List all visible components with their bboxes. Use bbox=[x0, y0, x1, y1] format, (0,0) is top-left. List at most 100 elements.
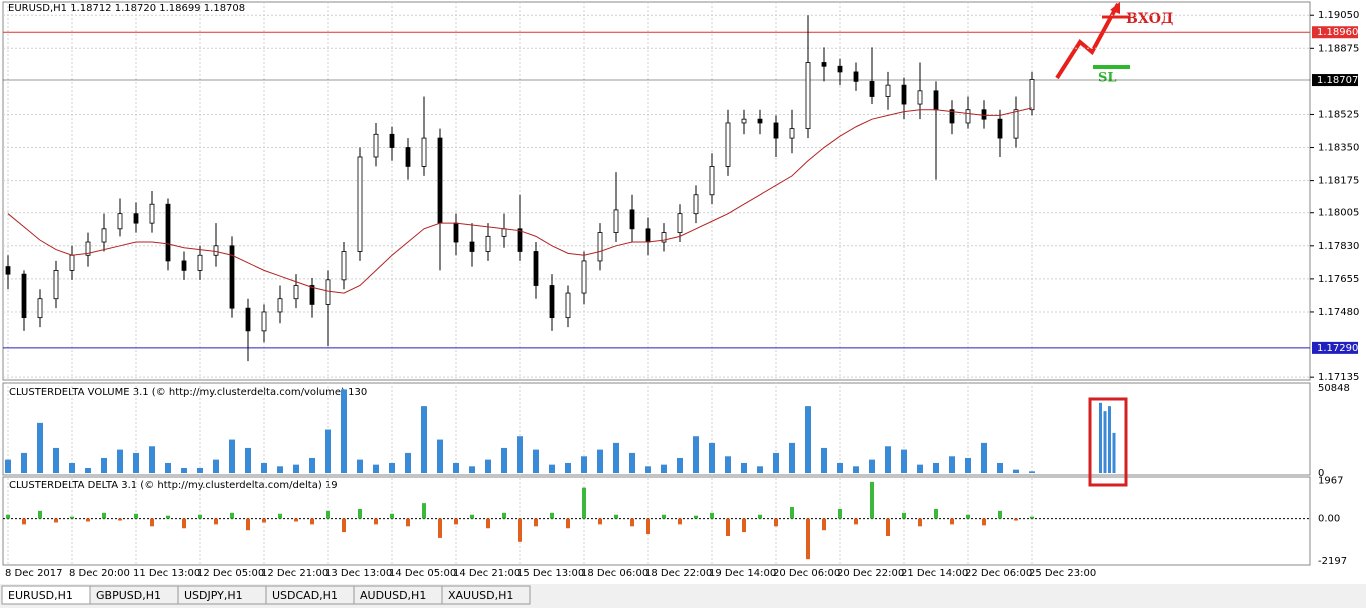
delta-bar bbox=[182, 518, 186, 529]
delta-bar bbox=[86, 518, 90, 522]
delta-bar bbox=[1014, 518, 1018, 521]
volume-bar bbox=[149, 446, 155, 473]
y-tick-label: 1.17135 bbox=[1318, 372, 1359, 383]
y-tick-label: 1.18005 bbox=[1318, 208, 1359, 219]
level-label: 1.18960 bbox=[1317, 27, 1358, 38]
candle-body bbox=[597, 232, 603, 262]
volume-bar bbox=[69, 462, 75, 473]
candle-body bbox=[21, 273, 27, 319]
volume-bar bbox=[53, 447, 59, 473]
delta-bar bbox=[838, 508, 842, 519]
y-tick-label: 1.17480 bbox=[1318, 307, 1359, 318]
volume-bar bbox=[389, 462, 395, 473]
delta-bar bbox=[854, 518, 858, 525]
delta-bar bbox=[454, 518, 458, 525]
tab-label[interactable]: GBPUSD,H1 bbox=[96, 589, 161, 602]
delta-bar bbox=[390, 513, 394, 519]
volume-bar bbox=[997, 462, 1003, 473]
candle-body bbox=[405, 147, 411, 167]
delta-bar bbox=[678, 518, 682, 525]
tab[interactable] bbox=[441, 585, 531, 605]
candle-body bbox=[325, 279, 331, 305]
candle-body bbox=[709, 166, 715, 196]
level-label-box bbox=[1312, 341, 1358, 354]
delta-bar bbox=[710, 512, 714, 519]
candle-body bbox=[53, 269, 59, 300]
volume-bar bbox=[357, 459, 363, 473]
candle-body bbox=[389, 133, 395, 148]
tab-label[interactable]: USDJPY,H1 bbox=[184, 589, 243, 602]
delta-bar bbox=[1030, 516, 1034, 519]
volume-bar bbox=[933, 462, 939, 473]
candle-body bbox=[821, 62, 827, 67]
delta-bar bbox=[134, 513, 138, 519]
candle-body bbox=[581, 260, 587, 294]
candle-body bbox=[421, 137, 427, 167]
level-label: 1.18707 bbox=[1317, 75, 1358, 86]
tab-label[interactable]: EURUSD,H1 bbox=[8, 589, 73, 602]
x-tick-label: 14 Dec 05:00 bbox=[389, 568, 456, 579]
candle-body bbox=[853, 71, 859, 82]
volume-bar bbox=[373, 464, 379, 473]
volume-bar bbox=[597, 449, 603, 473]
volume-bar-highlight bbox=[1099, 402, 1102, 473]
volume-bar bbox=[837, 462, 843, 473]
candle-body bbox=[133, 213, 139, 224]
volume-bar bbox=[677, 457, 683, 473]
y-tick-label: 0 bbox=[1318, 468, 1324, 479]
candle-body bbox=[37, 298, 43, 319]
tab-label[interactable]: AUDUSD,H1 bbox=[360, 589, 426, 602]
volume-bar bbox=[213, 459, 219, 473]
volume-bar bbox=[885, 446, 891, 473]
volume-bar bbox=[789, 442, 795, 473]
delta-bar bbox=[422, 503, 426, 519]
candle-body bbox=[245, 307, 251, 332]
volume-bar bbox=[1013, 469, 1019, 473]
volume-bar bbox=[197, 467, 203, 473]
price-panel bbox=[2, 1, 1311, 381]
volume-bar bbox=[453, 462, 459, 473]
candle-body bbox=[629, 209, 635, 230]
y-tick-label: 1967 bbox=[1318, 476, 1343, 487]
volume-bar bbox=[181, 467, 187, 473]
tab-label[interactable]: USDCAD,H1 bbox=[272, 589, 338, 602]
delta-bar bbox=[870, 481, 874, 519]
delta-bar bbox=[518, 518, 522, 542]
candle-body bbox=[997, 118, 1003, 139]
candle-body bbox=[549, 285, 555, 319]
stop-label: SL bbox=[1098, 71, 1117, 86]
delta-bar bbox=[918, 518, 922, 527]
volume-bar bbox=[725, 456, 731, 473]
candle-body bbox=[661, 232, 667, 243]
delta-bar bbox=[166, 515, 170, 519]
volume-bar bbox=[133, 452, 139, 473]
x-tick-label: 21 Dec 14:00 bbox=[901, 568, 968, 579]
volume-bar bbox=[853, 466, 859, 473]
volume-bar bbox=[1029, 471, 1035, 473]
volume-bar bbox=[469, 466, 475, 473]
tab-label[interactable]: XAUUSD,H1 bbox=[448, 589, 513, 602]
delta-bar bbox=[102, 512, 106, 519]
delta-bar bbox=[966, 514, 970, 519]
delta-panel bbox=[2, 476, 1311, 566]
volume-bar bbox=[949, 456, 955, 473]
candle-body bbox=[1029, 79, 1035, 111]
x-tick-label: 19 Dec 14:00 bbox=[709, 568, 776, 579]
candle-body bbox=[229, 245, 235, 309]
candle-body bbox=[741, 118, 747, 124]
volume-bar bbox=[965, 457, 971, 473]
volume-bar bbox=[165, 462, 171, 473]
volume-bar bbox=[5, 459, 11, 473]
delta-title: CLUSTERDELTA DELTA 3.1 (© http://my.clus… bbox=[9, 480, 338, 491]
delta-bar bbox=[566, 518, 570, 529]
delta-bar bbox=[230, 512, 234, 519]
volume-bar bbox=[613, 442, 619, 473]
delta-bar bbox=[342, 518, 346, 533]
x-tick-label: 11 Dec 13:00 bbox=[133, 568, 200, 579]
candle-body bbox=[933, 90, 939, 111]
delta-bar bbox=[150, 518, 154, 527]
candle-body bbox=[469, 241, 475, 252]
candle-body bbox=[85, 241, 91, 256]
